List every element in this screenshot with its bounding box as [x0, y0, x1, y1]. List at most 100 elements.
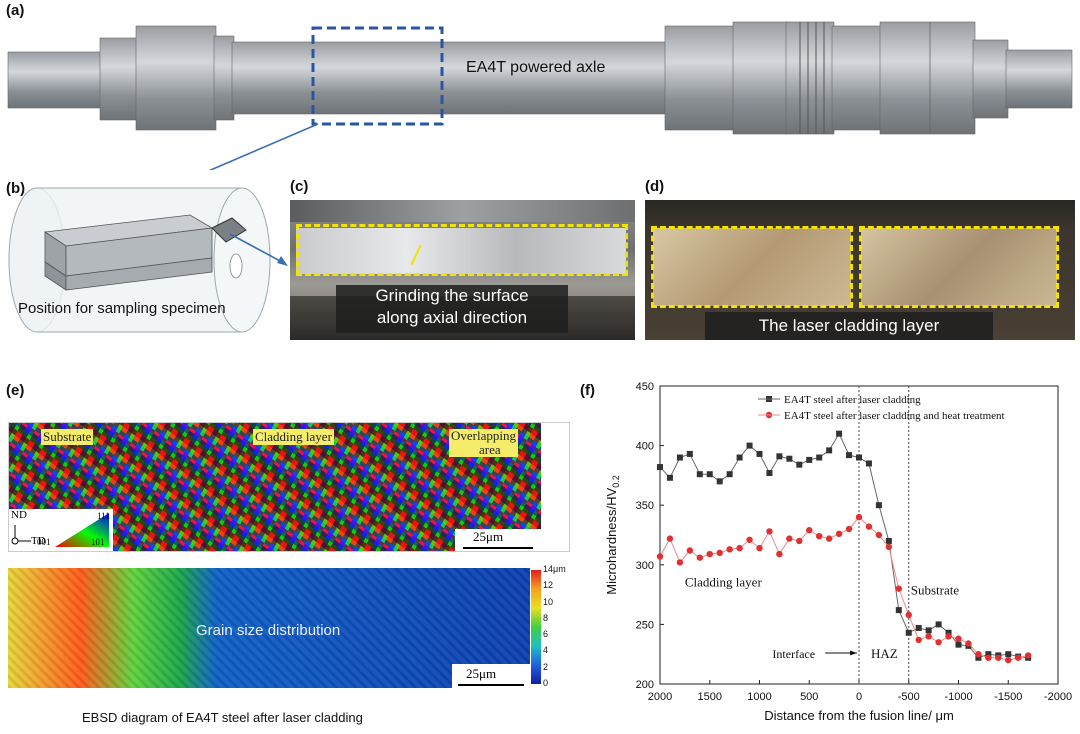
data-point-circle — [995, 654, 1002, 661]
data-point-square — [975, 654, 982, 661]
panel-label-b: (b) — [6, 180, 26, 197]
colorbar-tick: 0 — [543, 678, 549, 688]
data-point-circle — [1024, 652, 1032, 659]
data-point-square — [786, 455, 793, 462]
grinding-caption-line1: Grinding the surface — [375, 286, 529, 305]
data-point-square — [706, 471, 713, 478]
data-point-square — [816, 454, 823, 461]
data-point-circle — [905, 611, 912, 619]
scalebar-top: 25μm — [455, 529, 541, 551]
data-point-square — [756, 450, 763, 457]
data-point-circle — [955, 635, 962, 642]
y-axis-label-sub: 0.2 — [611, 475, 621, 488]
ipf-triangle-icon — [55, 513, 109, 547]
data-point-circle — [686, 547, 694, 554]
data-point-square — [806, 456, 813, 463]
data-point-square — [716, 478, 723, 485]
data-point-circle — [845, 525, 853, 533]
data-point-square — [676, 454, 683, 461]
data-point-square — [846, 452, 853, 459]
colorbar-tick: 14μm — [543, 564, 566, 574]
data-point-circle — [676, 559, 684, 566]
data-point-circle — [885, 543, 893, 551]
x-tick-label: -500 — [898, 691, 920, 703]
data-point-square — [905, 629, 912, 636]
x-tick-label: 0 — [856, 691, 862, 703]
cladding-caption-box: The laser cladding layer — [705, 312, 993, 340]
colorbar-tick: 8 — [543, 612, 549, 623]
y-tick-label: 300 — [636, 560, 654, 572]
data-point-circle — [696, 554, 703, 561]
annotation-cladding: Cladding layer — [685, 574, 763, 589]
data-point-circle — [796, 537, 803, 545]
data-point-circle — [835, 530, 843, 538]
grinding-caption-box: Grinding the surface along axial directi… — [336, 285, 568, 333]
panel-label-d: (d) — [645, 178, 665, 195]
data-point-square — [657, 464, 663, 471]
y-tick-label: 450 — [636, 381, 654, 393]
data-point-square — [955, 641, 962, 648]
grinding-caption-line2: along axial direction — [376, 308, 528, 327]
data-point-square — [885, 537, 892, 544]
data-point-circle — [875, 531, 883, 539]
region-overlap-line1: Overlapping — [451, 428, 516, 443]
data-point-square — [726, 471, 733, 478]
data-point-square — [686, 450, 693, 457]
region-overlap-line2: area — [479, 442, 501, 457]
data-point-square — [985, 651, 992, 658]
data-point-square — [895, 607, 902, 614]
x-tick-label: -2000 — [1044, 691, 1072, 703]
data-point-circle — [736, 544, 743, 552]
legend-entry: EA4T steel after laser cladding — [784, 394, 921, 406]
data-point-circle — [865, 523, 873, 530]
grain-size-map: Grain size distribution 25μm — [8, 568, 530, 688]
data-point-square — [875, 502, 882, 509]
data-point-circle — [706, 550, 713, 558]
data-point-circle — [985, 654, 992, 661]
data-point-square — [696, 471, 703, 478]
x-tick-label: -1000 — [944, 691, 972, 703]
grain-size-label: Grain size distribution — [196, 622, 341, 639]
annotation-substrate: Substrate — [911, 583, 960, 598]
scalebar-top-label: 25μm — [473, 529, 504, 544]
data-point-square — [1005, 651, 1012, 658]
data-point-circle — [945, 633, 952, 640]
region-overlap-label: Overlapping area — [449, 429, 518, 457]
ebsd-caption: EBSD diagram of EA4T steel after laser c… — [82, 710, 363, 725]
region-cladding-label: Cladding layer — [253, 429, 334, 445]
data-point-square — [766, 470, 773, 477]
data-point-square — [736, 454, 743, 461]
data-point-circle — [825, 535, 833, 542]
data-point-circle — [975, 651, 982, 658]
data-point-circle — [895, 585, 902, 592]
data-point-circle — [816, 532, 823, 540]
colorbar-ticks: 14μm 12 10 8 6 4 2 0 — [543, 564, 573, 690]
panel-label-e: (e) — [6, 382, 25, 399]
ipf-101-label: 101 — [91, 537, 105, 547]
panel-label-f: (f) — [580, 382, 595, 399]
grain-colorbar — [531, 570, 541, 684]
x-tick-label: 1500 — [698, 691, 722, 703]
interface-arrowhead — [850, 650, 858, 656]
axle-label: EA4T powered axle — [466, 59, 606, 76]
data-point-circle — [925, 633, 932, 640]
ipf-111-label: 111 — [97, 511, 110, 521]
region-substrate-label: Substrate — [41, 429, 94, 445]
y-tick-label: 400 — [636, 441, 654, 453]
data-point-circle — [1015, 654, 1022, 661]
colorbar-tick: 6 — [543, 629, 549, 640]
annotation-interface: Interface — [772, 647, 815, 661]
y-tick-label: 200 — [636, 679, 654, 691]
data-point-square — [856, 454, 862, 461]
scalebar-bottom: 25μm — [452, 664, 530, 688]
axle-image — [7, 21, 1073, 170]
specimen-caption: Position for sampling specimen — [18, 300, 226, 317]
panel-label-a: (a) — [6, 2, 25, 19]
data-point-square — [935, 621, 942, 628]
colorbar-tick: 4 — [543, 645, 549, 656]
data-point-circle — [806, 527, 813, 534]
x-tick-label: 2000 — [648, 691, 672, 703]
series-line — [659, 432, 1029, 659]
x-tick-label: -1500 — [994, 691, 1022, 703]
data-point-square — [666, 474, 673, 481]
